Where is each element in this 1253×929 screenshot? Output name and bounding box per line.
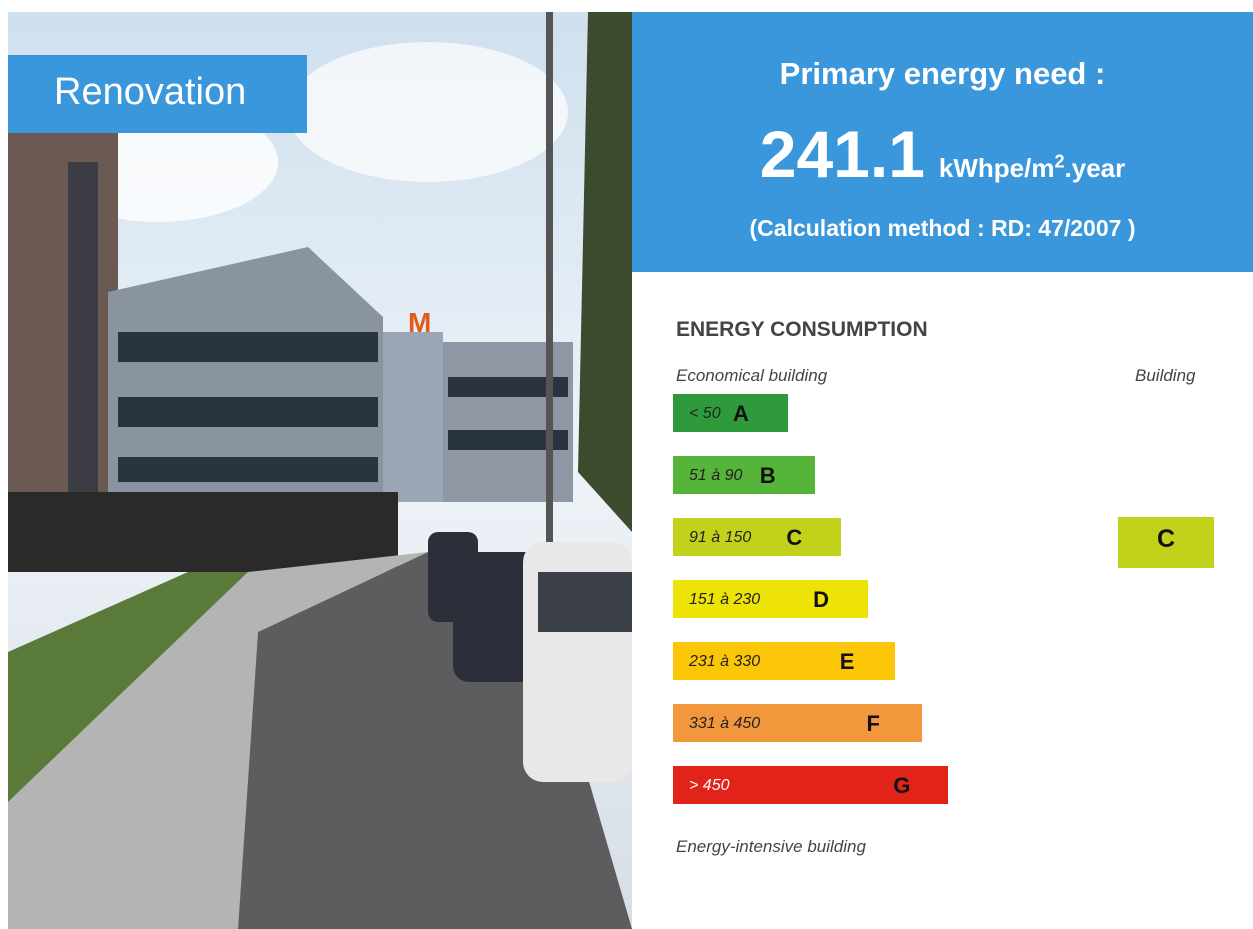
section-title: ENERGY CONSUMPTION [676,318,928,342]
range-label: 51 à 90 [689,467,742,485]
page: {"header": {"label": "Renovation"}, "pan… [0,0,1253,929]
unit-main: kWhpe/m [939,153,1055,183]
class-letter: G [893,773,910,799]
rating-bar: 91 à 150 C [673,518,841,556]
value: 241.1 [760,117,925,191]
bottom-label: Energy-intensive building [676,837,866,857]
class-letter: C [786,525,802,551]
class-letter: F [867,711,880,737]
rating-bar: 331 à 450 F [673,704,922,742]
range-label: 331 à 450 [689,715,760,733]
rating-bar: > 450 G [673,766,948,804]
class-letter: A [733,401,749,427]
renovation-label: Renovation [8,55,307,133]
range-label: < 50 [689,405,721,423]
rating-bar: 51 à 90 B [673,456,815,494]
range-label: > 450 [689,777,729,795]
rating-bar: 151 à 230 D [673,580,868,618]
building-rating: C [1118,517,1214,568]
building-label: Building [1135,366,1196,386]
top-label: Economical building [676,366,827,386]
energy-panel: Primary energy need : 241.1 kWhpe/m2.year… [632,12,1253,272]
panel-title: Primary energy need : [632,56,1253,92]
building-photo: M [8,12,632,929]
energy-value: 241.1 kWhpe/m2.year [632,116,1253,192]
unit-end: .year [1065,153,1126,183]
calculation-method: (Calculation method : RD: 47/2007 ) [632,215,1253,242]
range-label: 231 à 330 [689,653,760,671]
logo: M [408,307,431,338]
class-letter: E [840,649,855,675]
unit: kWhpe/m2.year [939,153,1125,183]
class-letter: D [813,587,829,613]
rating-bar: 231 à 330 E [673,642,895,680]
range-label: 91 à 150 [689,529,751,547]
class-letter: B [760,463,776,489]
unit-exponent: 2 [1055,151,1065,171]
rating-bar: < 50 A [673,394,788,432]
range-label: 151 à 230 [689,591,760,609]
